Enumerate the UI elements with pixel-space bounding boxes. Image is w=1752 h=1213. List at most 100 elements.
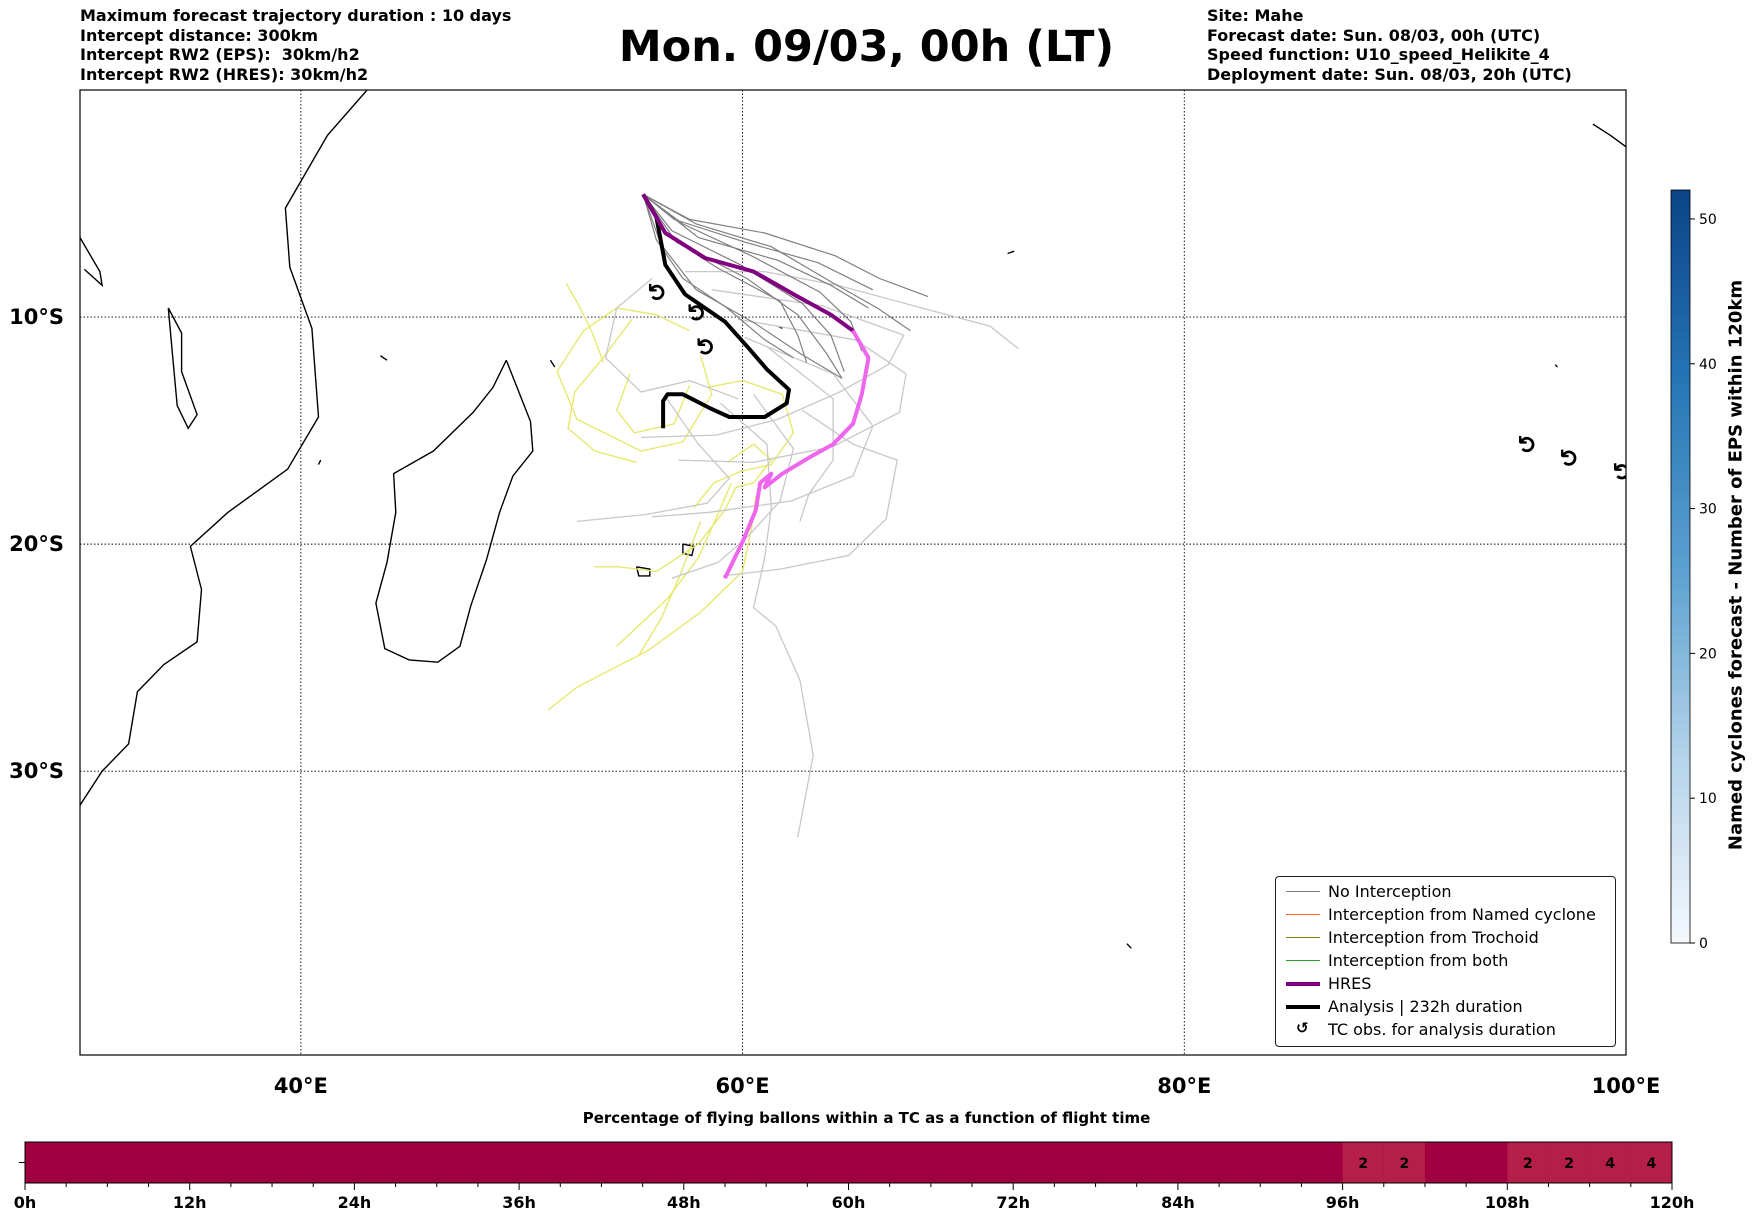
legend-label: TC obs. for analysis duration (1328, 1020, 1556, 1039)
coastline (1554, 364, 1559, 368)
legend-swatch (1286, 1005, 1320, 1009)
time-bar-cell (1548, 1142, 1590, 1183)
legend-item: Interception from both (1276, 950, 1615, 973)
time-bar-tick-label: 12h (173, 1193, 207, 1212)
track-yellow (616, 482, 733, 647)
tc-obs-icon: ↺ (1513, 434, 1541, 454)
time-bar-value: 2 (1358, 1156, 1368, 1172)
track-no-interception (642, 194, 808, 363)
colorbar (1670, 189, 1691, 944)
track-no-interception (642, 193, 869, 309)
time-bar-value: 2 (1399, 1156, 1409, 1172)
time-bar-tick-label: 0h (14, 1193, 37, 1212)
time-bar-cell (1630, 1142, 1672, 1183)
time-percentage-bar: 2 2 2 2 4 4 0h 12h 24h 36h 48h 60h 72h 84h 96h 108h 120h (14, 1141, 1695, 1212)
time-bar-tick-label: 36h (502, 1193, 536, 1212)
x-tick-label: 60°E (716, 1074, 770, 1098)
time-bar-tick-label: 120h (1650, 1193, 1695, 1212)
header-right-info: Site: Mahe Forecast date: Sun. 08/03, 00… (1207, 6, 1572, 84)
y-tick-label: 10°S (9, 305, 64, 329)
coastline (375, 359, 534, 663)
header-left-line: Maximum forecast trajectory duration : 1… (80, 6, 512, 25)
time-bar-tick-label: 72h (996, 1193, 1030, 1212)
legend-label: Interception from Named cyclone (1328, 905, 1596, 924)
colorbar-tick-label: 10 (1699, 791, 1717, 807)
time-bar-title: Percentage of flying ballons within a TC… (582, 1109, 1151, 1127)
track-no-interception (642, 193, 863, 352)
cyclone-symbol-icon: ↺ (1296, 1019, 1309, 1037)
hres-track-late (723, 329, 871, 580)
track-no-interception-late (766, 346, 834, 522)
coastline (80, 90, 368, 806)
chart-title: Mon. 09/03, 00h (LT) (618, 22, 1115, 72)
coastline (167, 307, 198, 430)
legend-item: ↺ TC obs. for analysis duration (1276, 1019, 1615, 1042)
header-right-line: Speed function: U10_speed_Helikite_4 (1207, 45, 1550, 64)
legend: No Interception Interception from Named … (1275, 876, 1616, 1047)
track-no-interception-late (678, 318, 907, 464)
track-no-interception (642, 194, 794, 359)
legend-swatch (1286, 891, 1320, 892)
time-bar-value: 4 (1605, 1156, 1615, 1172)
coastline (317, 459, 322, 465)
tc-obs-icon: ↺ (1608, 461, 1636, 481)
header-right-line: Deployment date: Sun. 08/03, 20h (UTC) (1207, 64, 1572, 84)
time-bar-cell (1507, 1142, 1549, 1183)
time-bar-value: 2 (1523, 1156, 1533, 1172)
time-bar-tick-label: 108h (1485, 1193, 1530, 1212)
legend-swatch (1286, 960, 1320, 961)
colorbar-tick-label: 20 (1699, 646, 1717, 662)
time-bar-tick-label: 84h (1161, 1193, 1195, 1212)
analysis-track (641, 193, 791, 429)
time-bar-cell (1342, 1142, 1384, 1183)
track-no-interception-late (576, 396, 731, 523)
x-tick-label: 100°E (1592, 1074, 1661, 1098)
track-yellow (638, 521, 702, 656)
hres-track (641, 193, 855, 333)
track-no-interception-late (722, 409, 898, 577)
legend-swatch (1286, 982, 1320, 986)
map-frame (79, 89, 1627, 1056)
track-no-interception-late (720, 402, 814, 838)
colorbar-ticks: 0 10 20 30 40 50 (1690, 212, 1717, 952)
track-yellow (547, 496, 757, 711)
time-bar-tick-label: 24h (338, 1193, 372, 1212)
grid-lines (80, 90, 1627, 1055)
tc-obs-icon: ↺ (683, 302, 711, 322)
track-no-interception (642, 193, 874, 291)
x-tick-label: 80°E (1157, 1074, 1211, 1098)
legend-label: HRES (1328, 974, 1372, 993)
track-yellow (556, 307, 713, 452)
coastline (549, 359, 556, 368)
coastline (1592, 123, 1626, 148)
x-tick-label: 40°E (274, 1074, 328, 1098)
legend-item: HRES (1276, 973, 1615, 996)
colorbar-tick-label: 40 (1699, 357, 1717, 373)
y-tick-label: 20°S (9, 532, 64, 556)
tc-obs-icon: ↺ (692, 337, 720, 357)
legend-item: Analysis | 232h duration (1276, 996, 1615, 1019)
header-left-line: Intercept RW2 (HRES): 30km/h2 (80, 64, 369, 84)
colorbar-tick-label: 50 (1699, 212, 1717, 228)
legend-label: Interception from Trochoid (1328, 928, 1539, 947)
time-bar-tick-label: 48h (667, 1193, 701, 1212)
coastline (380, 355, 388, 361)
track-no-interception (642, 193, 929, 298)
colorbar-label: Named cyclones forecast - Number of EPS … (1725, 279, 1747, 851)
legend-label: Analysis | 232h duration (1328, 997, 1523, 1016)
track-yellow (693, 379, 795, 509)
track-yellow (567, 318, 637, 464)
coastline (682, 543, 695, 557)
coastline (1007, 250, 1015, 255)
header-right-line: Forecast date: Sun. 08/03, 00h (UTC) (1207, 25, 1541, 45)
colorbar-tick-label: 30 (1699, 502, 1717, 518)
time-bar-tick-label: 60h (832, 1193, 866, 1212)
legend-item: Interception from Named cyclone (1276, 904, 1615, 927)
header-left-line: Intercept distance: 300km (80, 25, 319, 45)
track-yellow (565, 282, 605, 363)
legend-swatch (1286, 937, 1320, 938)
legend-item: No Interception (1276, 881, 1615, 904)
coastline (635, 566, 651, 577)
track-no-interception (642, 194, 845, 372)
